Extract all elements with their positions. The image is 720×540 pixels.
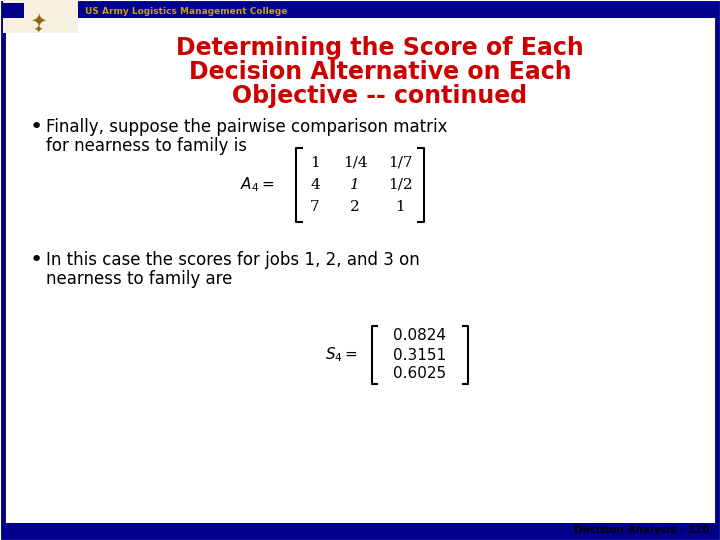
Text: 1: 1 bbox=[395, 200, 405, 214]
Bar bbox=[3, 0, 78, 33]
Text: 1: 1 bbox=[350, 178, 360, 192]
Text: 1/2: 1/2 bbox=[387, 178, 413, 192]
Text: In this case the scores for jobs 1, 2, and 3 on: In this case the scores for jobs 1, 2, a… bbox=[46, 251, 420, 269]
Text: ✦: ✦ bbox=[33, 25, 42, 35]
Text: Determining the Score of Each: Determining the Score of Each bbox=[176, 36, 584, 60]
Text: •: • bbox=[30, 250, 43, 270]
Text: $S_4 =$: $S_4 =$ bbox=[325, 346, 358, 365]
Text: 0.6025: 0.6025 bbox=[393, 367, 446, 381]
Text: 1: 1 bbox=[310, 156, 320, 170]
Bar bbox=[3, 523, 717, 537]
Text: $A_4 =$: $A_4 =$ bbox=[240, 176, 274, 194]
Text: 1/7: 1/7 bbox=[388, 156, 413, 170]
Text: Objective -- continued: Objective -- continued bbox=[233, 84, 528, 108]
Text: US Army Logistics Management College: US Army Logistics Management College bbox=[85, 6, 287, 16]
Text: nearness to family are: nearness to family are bbox=[46, 270, 233, 288]
Bar bbox=[18, 3, 24, 18]
Text: 4: 4 bbox=[310, 178, 320, 192]
Text: Decision Alternative on Each: Decision Alternative on Each bbox=[189, 60, 571, 84]
Text: for nearness to family is: for nearness to family is bbox=[46, 137, 247, 155]
Text: 0.3151: 0.3151 bbox=[393, 348, 446, 362]
Text: 1/4: 1/4 bbox=[343, 156, 367, 170]
Text: 0.0824: 0.0824 bbox=[394, 328, 446, 343]
Bar bbox=[3, 3, 21, 18]
Text: Decision Analysis - 120: Decision Analysis - 120 bbox=[575, 525, 710, 535]
Text: ✦: ✦ bbox=[30, 11, 46, 30]
Text: 7: 7 bbox=[310, 200, 320, 214]
Text: 2: 2 bbox=[350, 200, 360, 214]
Text: •: • bbox=[30, 117, 43, 137]
Text: Finally, suppose the pairwise comparison matrix: Finally, suppose the pairwise comparison… bbox=[46, 118, 448, 136]
Bar bbox=[3, 3, 717, 18]
